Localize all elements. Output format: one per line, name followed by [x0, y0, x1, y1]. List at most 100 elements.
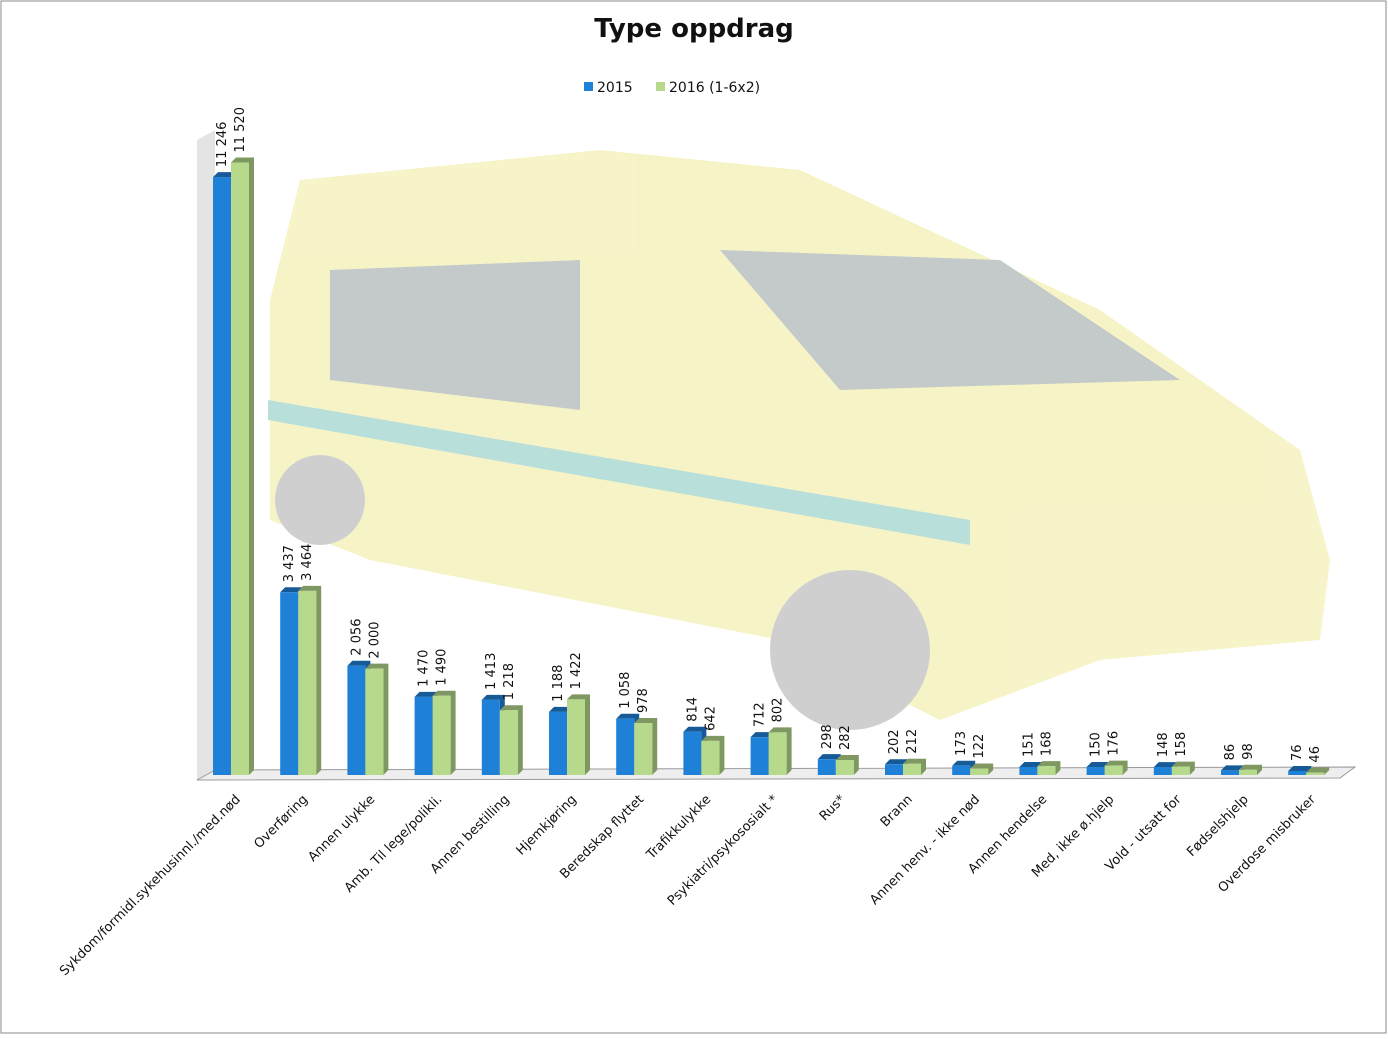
bar-depth — [1221, 765, 1244, 775]
bar — [835, 760, 854, 775]
data-label: 282 — [838, 725, 853, 750]
data-label: 11 246 — [215, 122, 230, 168]
legend-swatch — [656, 82, 665, 91]
bar — [817, 759, 836, 775]
data-label: 212 — [905, 729, 920, 754]
bar-depth — [231, 157, 254, 775]
data-label: 2 000 — [367, 621, 382, 658]
bar — [768, 732, 787, 775]
bar — [499, 710, 518, 775]
data-label: 150 — [1089, 732, 1104, 757]
data-label: 202 — [887, 729, 902, 754]
bar-depth — [701, 735, 725, 775]
bar — [683, 731, 702, 775]
bar-depth — [1086, 762, 1110, 775]
data-label: 3 437 — [282, 545, 297, 582]
bar-depth — [634, 718, 658, 775]
bar-depth — [567, 694, 590, 775]
data-label: 168 — [1039, 731, 1054, 756]
legend-swatch — [584, 82, 593, 91]
bar-depth — [1019, 761, 1043, 775]
bar — [1288, 770, 1307, 775]
bar-depth — [970, 763, 994, 775]
bar-depth — [1171, 761, 1195, 775]
bar — [1221, 770, 1239, 775]
data-label: 3 464 — [300, 544, 315, 581]
background-ambulance — [268, 150, 1330, 730]
bar — [365, 668, 384, 775]
bar — [1239, 769, 1257, 775]
data-label: 46 — [1308, 746, 1323, 763]
bar — [1019, 766, 1038, 775]
data-label: 176 — [1107, 731, 1122, 756]
data-label: 173 — [954, 731, 969, 756]
data-label: 98 — [1241, 743, 1256, 760]
data-label: 86 — [1223, 744, 1238, 761]
bar-depth — [768, 727, 792, 775]
bar — [549, 711, 567, 775]
bar-depth — [432, 690, 456, 775]
bar — [1171, 766, 1190, 775]
data-label: 802 — [771, 698, 786, 723]
bar-depth — [1153, 762, 1177, 775]
data-label: 11 520 — [233, 107, 248, 153]
bar — [280, 592, 299, 775]
data-label: 2 056 — [349, 618, 364, 655]
data-label: 1 422 — [569, 652, 584, 689]
bar — [481, 699, 500, 775]
bar-depth — [885, 759, 908, 775]
data-label: 151 — [1021, 732, 1036, 757]
data-label: 158 — [1174, 732, 1189, 757]
bar — [414, 696, 433, 775]
bar — [701, 740, 720, 775]
data-label: 814 — [685, 697, 700, 722]
bar — [347, 665, 366, 775]
bar — [750, 737, 769, 775]
bar — [432, 695, 451, 775]
bar — [1037, 766, 1056, 775]
data-label: 978 — [636, 688, 651, 713]
bar-depth — [835, 755, 859, 775]
bar — [970, 768, 989, 775]
bar-depth — [1104, 760, 1128, 775]
bar — [567, 699, 585, 775]
legend-label: 2015 — [597, 80, 633, 96]
data-label: 1 490 — [435, 649, 450, 686]
bar — [903, 763, 921, 775]
data-label: 1 188 — [551, 665, 566, 702]
data-label: 642 — [703, 706, 718, 731]
bar — [952, 765, 971, 775]
data-label: 1 058 — [618, 672, 633, 709]
bar-depth — [1239, 764, 1262, 775]
bar — [1104, 765, 1123, 775]
data-label: 76 — [1290, 744, 1305, 761]
bar — [1306, 772, 1325, 775]
data-label: 148 — [1156, 732, 1171, 757]
bar-depth — [952, 760, 976, 775]
bar-depth — [499, 705, 523, 775]
bar-depth — [298, 585, 322, 775]
data-label: 1 470 — [417, 650, 432, 687]
data-label: 298 — [820, 724, 835, 749]
data-label: 1 218 — [502, 663, 517, 700]
bar — [1086, 767, 1105, 775]
bar — [616, 718, 635, 775]
bar — [213, 177, 231, 776]
bar-depth — [1288, 765, 1312, 775]
data-label: 1 413 — [484, 653, 499, 690]
data-label: 122 — [972, 734, 987, 759]
bar-depth — [365, 663, 389, 775]
bar-depth — [1306, 767, 1330, 775]
bar — [1153, 767, 1172, 775]
bar-depth — [903, 758, 926, 775]
back-wall — [197, 130, 215, 780]
bar — [885, 764, 903, 775]
data-label: 712 — [753, 702, 768, 727]
chart-title: Type oppdrag — [594, 14, 794, 44]
legend-label: 2016 (1-6x2) — [669, 80, 760, 96]
bar — [634, 723, 653, 775]
bar-depth — [1037, 761, 1061, 775]
bar — [298, 590, 317, 775]
bar — [231, 162, 249, 775]
